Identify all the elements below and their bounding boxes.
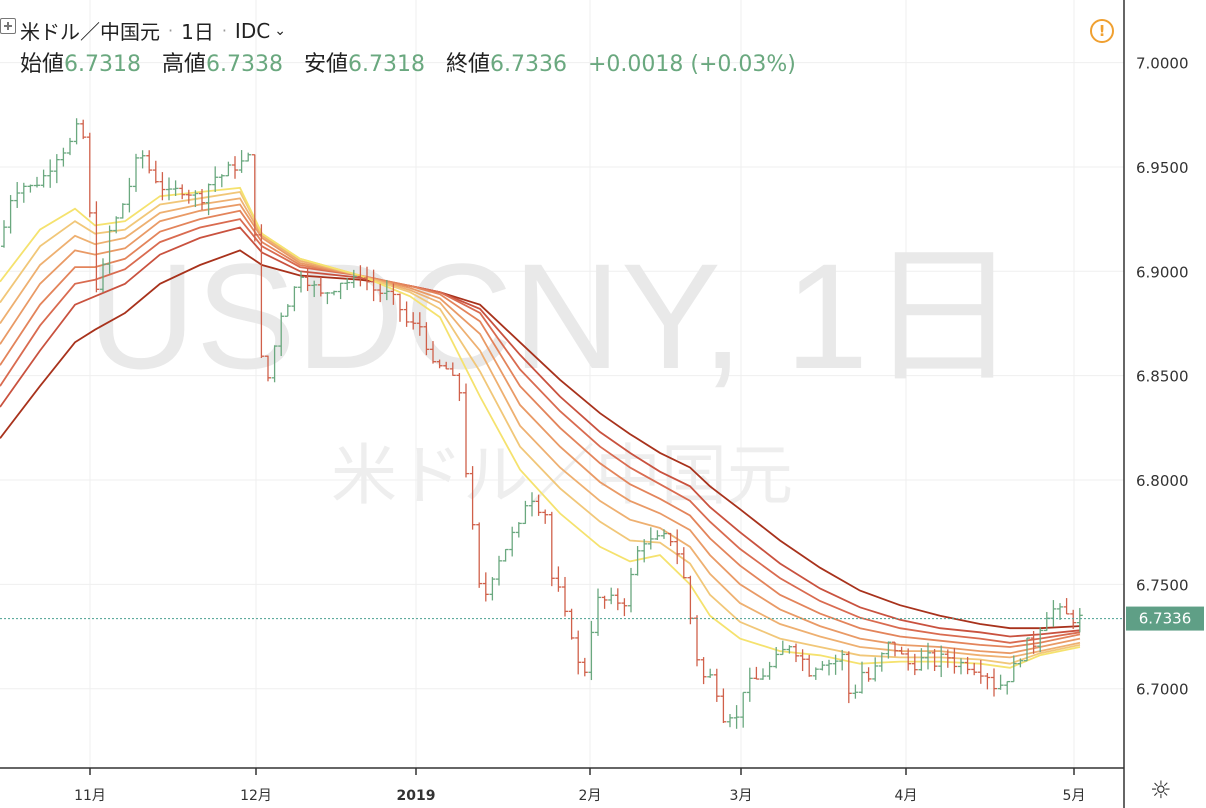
price-tag: 6.7336 (1126, 606, 1204, 631)
separator-dot: · (221, 21, 227, 40)
watermark-name: 米ドル／中国元 (331, 437, 793, 514)
y-tick-label: 6.9500 (1136, 159, 1189, 177)
watermark-symbol: USDCNY, 1日 (88, 232, 1019, 400)
y-tick-label: 6.9000 (1136, 263, 1189, 281)
change-value: +0.0018 (+0.03%) (588, 52, 796, 77)
x-tick-label: 2019 (397, 788, 436, 804)
time-axis[interactable]: 11月 12月 2019 2月 3月 4月 5月 (74, 768, 1085, 804)
watermark: USDCNY, 1日 米ドル／中国元 (88, 232, 1019, 514)
legend-header: 米ドル／中国元 · 1日 · IDC ⌄ 始値6.7318 高値6.7338 安… (0, 0, 1124, 80)
ma-line (0, 218, 1081, 644)
separator-dot: · (168, 21, 174, 40)
y-tick-label: 6.7000 (1136, 681, 1189, 699)
ohlc-bars (1, 118, 1083, 729)
low-label: 安値 (304, 52, 349, 77)
ma-line (0, 203, 1081, 655)
ma-line (0, 226, 1081, 638)
high-value: 6.7338 (206, 52, 283, 77)
ma-ribbon (0, 186, 1081, 669)
x-tick-label: 4月 (895, 788, 918, 804)
expand-icon[interactable] (0, 18, 16, 34)
ma-line (0, 249, 1081, 630)
close-value: 6.7336 (490, 52, 567, 77)
x-tick-label: 3月 (730, 788, 753, 804)
x-tick-label: 11月 (74, 788, 106, 804)
ma-line (0, 186, 1081, 669)
y-tick-label: 7.0000 (1136, 55, 1189, 73)
x-tick-label: 5月 (1063, 788, 1086, 804)
ma-line (0, 191, 1081, 665)
symbol-row[interactable]: 米ドル／中国元 · 1日 · IDC ⌄ (20, 16, 286, 45)
chevron-down-icon[interactable]: ⌄ (274, 22, 286, 39)
price-axis[interactable]: 7.0000 6.9500 6.9000 6.8500 6.8000 6.7500 6.70… (1136, 55, 1189, 699)
open-label: 始値 (20, 52, 65, 77)
ma-line (0, 209, 1081, 648)
ohlc-row: 始値6.7318 高値6.7338 安値6.7318 終値6.7336 +0.0… (20, 46, 810, 78)
warning-icon[interactable]: ! (1090, 19, 1114, 43)
y-tick-label: 6.7500 (1136, 576, 1189, 594)
high-label: 高値 (162, 52, 207, 77)
price-tag-label: 6.7336 (1139, 610, 1192, 628)
low-value: 6.7318 (348, 52, 425, 77)
source: IDC (234, 18, 271, 43)
symbol-name: 米ドル／中国元 (20, 20, 160, 44)
open-value: 6.7318 (64, 52, 141, 77)
close-label: 終値 (446, 52, 491, 77)
interval: 1日 (181, 20, 214, 44)
y-tick-label: 6.8000 (1136, 472, 1189, 490)
gear-icon[interactable]: ☼ (1150, 776, 1172, 804)
x-tick-label: 2月 (579, 788, 602, 804)
y-tick-label: 6.8500 (1136, 368, 1189, 386)
x-tick-label: 12月 (240, 788, 272, 804)
